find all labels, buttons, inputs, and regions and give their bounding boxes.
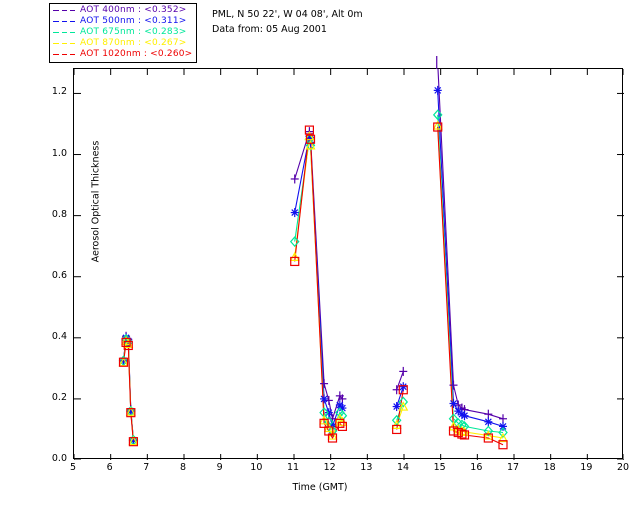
legend-item-400nm: AOT 400nm : <0.352>	[53, 5, 192, 16]
x-tick-label: 9	[216, 462, 223, 473]
legend-item-870nm: AOT 870nm : <0.267>	[53, 38, 192, 49]
legend-item-500nm: AOT 500nm : <0.311>	[53, 16, 192, 27]
legend-dash-1020nm	[53, 54, 75, 55]
metadata-block: PML, N 50 22', W 04 08', Alt 0m Data fro…	[212, 7, 363, 37]
y-tick-label: 0.2	[51, 391, 67, 403]
x-tick-label: 13	[360, 462, 373, 473]
legend-label-675nm: AOT 675nm : <0.283>	[80, 27, 187, 37]
x-tick-label: 19	[580, 462, 593, 473]
x-tick-label: 17	[506, 462, 520, 473]
site-location-text: PML, N 50 22', W 04 08', Alt 0m	[212, 9, 363, 20]
legend-label-500nm: AOT 500nm : <0.311>	[80, 16, 187, 26]
x-tick-label: 16	[470, 462, 483, 473]
x-tick-label: 18	[543, 462, 556, 473]
y-tick-label: 0.0	[51, 453, 67, 464]
legend-dash-675nm	[53, 32, 75, 33]
legend-label-870nm: AOT 870nm : <0.267>	[80, 38, 187, 48]
x-tick-label: 11	[286, 462, 300, 473]
legend-item-675nm: AOT 675nm : <0.283>	[53, 27, 192, 38]
legend-label-1020nm: AOT 1020nm : <0.260>	[80, 49, 193, 59]
legend-item-1020nm: AOT 1020nm : <0.260>	[53, 49, 192, 60]
legend-dash-400nm	[53, 10, 75, 11]
plot-canvas	[74, 69, 624, 460]
x-tick-label: 7	[143, 462, 150, 473]
x-axis-label: Time (GMT)	[292, 482, 348, 493]
data-date-text: Data from: 05 Aug 2001	[212, 24, 327, 35]
x-tick-label: 8	[179, 462, 187, 473]
x-tick-label: 5	[69, 462, 77, 473]
y-tick-label: 1.0	[51, 147, 67, 159]
x-tick-label: 12	[323, 462, 336, 473]
x-tick-label: 20	[616, 462, 630, 473]
legend: AOT 400nm : <0.352> AOT 500nm : <0.311> …	[49, 3, 198, 63]
legend-dash-500nm	[53, 21, 75, 22]
y-tick-label: 1.2	[51, 86, 67, 98]
x-tick-label: 15	[433, 462, 446, 473]
legend-dash-870nm	[53, 43, 75, 44]
x-tick-label: 10	[250, 462, 263, 473]
x-tick-label: 14	[396, 462, 410, 473]
y-tick-label: 0.8	[51, 208, 67, 220]
x-tick-label: 6	[106, 462, 113, 473]
y-tick-label: 0.4	[51, 330, 67, 342]
plot-frame	[73, 68, 624, 460]
y-tick-label: 0.6	[51, 269, 67, 281]
legend-label-400nm: AOT 400nm : <0.352>	[80, 5, 187, 15]
y-axis-label: Aerosol Optical Thickness	[90, 140, 102, 263]
